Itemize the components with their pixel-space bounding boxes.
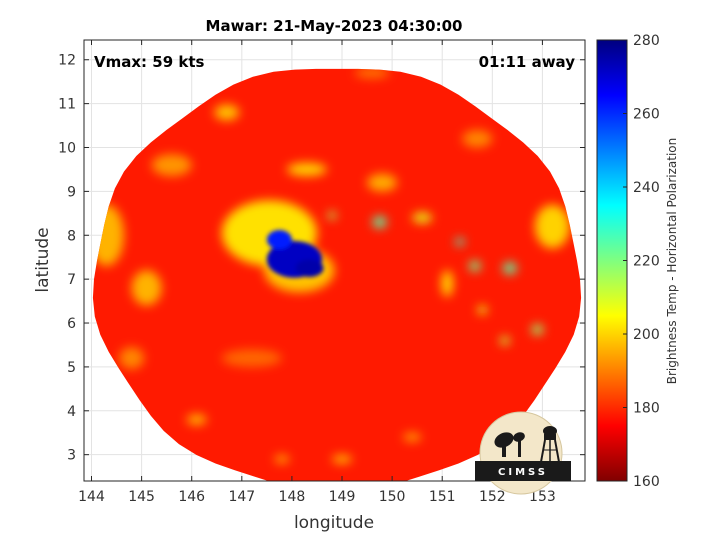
chart-title: Mawar: 21-May-2023 04:30:00 (206, 17, 463, 35)
colorbar-gradient (597, 40, 627, 481)
y-tick-label: 10 (58, 141, 76, 157)
rain-band-cell (462, 129, 493, 148)
x-tick-label: 148 (279, 489, 306, 505)
storm-core (266, 230, 292, 250)
x-tick-label: 149 (329, 489, 356, 505)
y-tick-label: 9 (67, 184, 76, 200)
rain-band-cell (354, 68, 390, 79)
storm-core (295, 259, 324, 278)
rain-band-cell (119, 347, 145, 370)
rain-band-cell (131, 270, 162, 306)
colorbar-tick-label: 200 (633, 327, 660, 343)
colorbar-tick-label: 220 (633, 254, 660, 270)
x-tick-label: 147 (228, 489, 255, 505)
rain-band-cell (274, 454, 290, 464)
rain-band-cell (327, 211, 337, 220)
swath-layer (92, 68, 582, 481)
swath-background (92, 68, 582, 481)
swath-sharp-features (266, 230, 324, 278)
rain-band-cell (372, 216, 387, 229)
rain-band-cell (286, 162, 327, 176)
x-axis-label: longitude (294, 513, 374, 533)
x-tick-label: 146 (178, 489, 205, 505)
colorbar-label: Brightness Temp - Horizontal Polarizatio… (665, 138, 679, 385)
colorbar-tick-label: 280 (633, 33, 660, 49)
y-axis: 3 4 5 6 7 8 9 10 11 12 (58, 53, 585, 464)
x-axis: 144 145 146 147 148 149 150 151 152 153 (78, 40, 556, 505)
x-tick-label: 150 (379, 489, 406, 505)
rain-band-cell (186, 414, 207, 425)
x-tick-label: 151 (429, 489, 456, 505)
colorbar-ticks: 280 260 240 220 200 180 160 (623, 33, 660, 490)
rain-band-cell (502, 262, 517, 275)
y-tick-label: 5 (67, 360, 76, 376)
x-tick-label: 153 (529, 489, 556, 505)
x-tick-label: 152 (479, 489, 506, 505)
rain-band-cell (367, 173, 398, 192)
y-tick-label: 11 (58, 97, 76, 113)
swath-soft-features (92, 68, 570, 464)
rain-band-cell (441, 270, 454, 297)
y-tick-label: 7 (67, 272, 76, 288)
colorbar-tick-label: 180 (633, 401, 660, 417)
swath-image (92, 68, 582, 481)
time-away-annotation: 01:11 away (479, 53, 576, 71)
rain-band-cell (531, 324, 544, 335)
rain-band-cell (468, 260, 481, 272)
rain-band-cell (455, 238, 465, 246)
rain-band-cell (403, 432, 422, 442)
y-tick-label: 8 (67, 228, 76, 244)
colorbar-tick-label: 160 (633, 474, 660, 490)
vmax-annotation: Vmax: 59 kts (94, 53, 204, 71)
rain-band-cell (477, 305, 488, 315)
colorbar: 280 260 240 220 200 180 160 Brightness Temp - … (596, 33, 679, 490)
colorbar-tick-label: 240 (633, 180, 660, 196)
plot-frame (83, 39, 586, 482)
x-tick-label: 144 (78, 489, 105, 505)
cimss-logo: CIMSS (475, 411, 571, 495)
logo-text: CIMSS (498, 467, 548, 478)
y-tick-label: 12 (58, 53, 76, 69)
rain-band-cell (214, 104, 240, 121)
rain-band-cell (151, 154, 192, 177)
rain-band-cell (499, 336, 510, 345)
y-axis-label: latitude (33, 227, 53, 292)
x-tick-label: 145 (128, 489, 155, 505)
y-tick-label: 4 (67, 404, 76, 420)
colorbar-tick-label: 260 (633, 107, 660, 123)
rain-band-cell (534, 204, 570, 249)
rain-band-cell (221, 349, 282, 367)
rain-band-cell (412, 212, 433, 223)
y-tick-label: 6 (67, 316, 76, 332)
y-tick-label: 3 (67, 448, 76, 464)
rain-band-cell (332, 454, 352, 464)
